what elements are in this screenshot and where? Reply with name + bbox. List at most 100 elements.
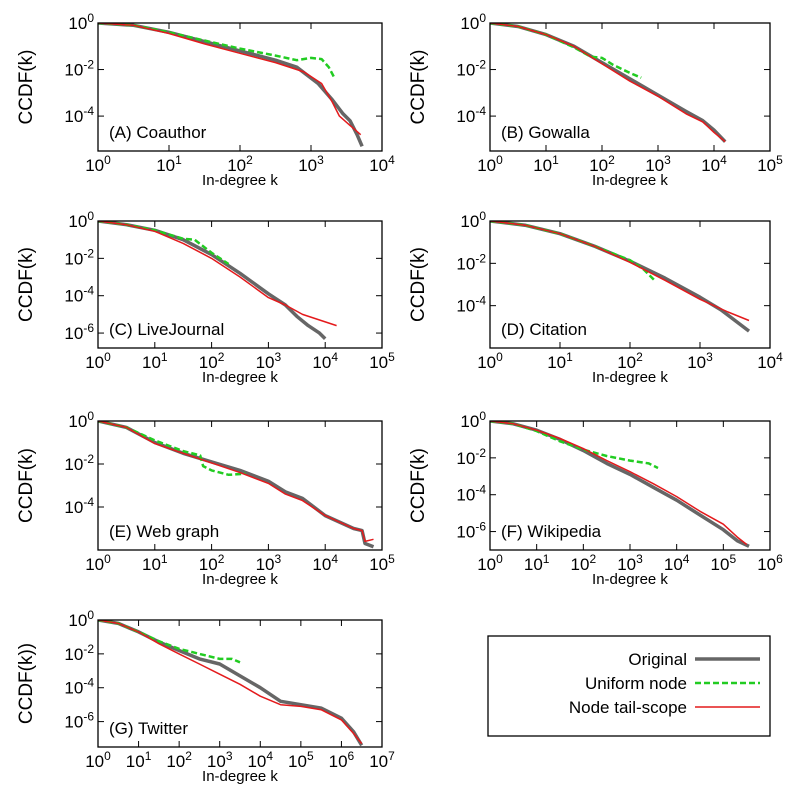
x-tick-label: 104: [312, 552, 338, 574]
series-uniform-e: [98, 421, 246, 477]
y-tick-label: 10-4: [64, 104, 94, 126]
x-tick-label: 100: [85, 153, 111, 175]
x-tick-label: 103: [207, 749, 233, 771]
x-tick-label: 100: [477, 552, 503, 574]
y-axis-label: CCDF(k): [16, 247, 37, 322]
series-tail-f: [490, 421, 748, 546]
panel-f: 100 101 102 103 104 105 106 100 10-2 10-4 10-6 In-d…: [408, 409, 783, 588]
panel-label: (D) Citation: [501, 320, 587, 339]
x-tick-label: 103: [645, 153, 671, 175]
x-tick-label: 103: [298, 153, 324, 175]
x-tick-label: 102: [166, 749, 192, 771]
y-tick-label: 100: [68, 209, 94, 231]
series-uniform-b: [490, 23, 642, 79]
y-tick-label: 100: [460, 209, 486, 231]
x-tick-label: 101: [533, 153, 559, 175]
panel-b: 100 101 102 103 104 105 100 10-2 10-4 In-degree k…: [408, 11, 783, 189]
plot-frame: [97, 420, 383, 551]
x-tick-label: 100: [85, 552, 111, 574]
series-tail-d: [490, 221, 750, 322]
series-uniform-d: [490, 221, 656, 282]
x-axis-label: In-degree k: [592, 571, 668, 588]
panel-label: (E) Web graph: [109, 522, 219, 541]
x-tick-label: 106: [757, 552, 783, 574]
series-tail-e: [98, 421, 374, 543]
x-tick-label: 102: [199, 552, 225, 574]
x-tick-label: 100: [85, 350, 111, 372]
x-tick-label: 102: [227, 153, 253, 175]
series-tail-c: [98, 221, 337, 327]
x-tick-label: 105: [757, 153, 783, 175]
legend-label-uniform: Uniform node: [585, 674, 687, 693]
y-tick-label: 100: [460, 11, 486, 33]
y-tick-label: 100: [68, 409, 94, 431]
y-axis-label: CCDF(k)): [16, 643, 37, 724]
x-tick-label: 105: [711, 552, 737, 574]
panel-g: 100 101 102 103 104 105 106 107 100 10-2 10-4 10-6 I…: [16, 608, 395, 785]
panel-label: (A) Coauthor: [109, 123, 207, 142]
x-tick-label: 104: [312, 350, 338, 372]
x-tick-label: 103: [256, 350, 282, 372]
y-tick-label: 100: [68, 608, 94, 630]
y-tick-label: 10-6: [64, 321, 94, 343]
x-tick-label: 105: [288, 749, 314, 771]
series-original-a: [98, 23, 364, 147]
y-tick-label: 10-2: [64, 246, 94, 268]
y-tick-label: 10-2: [456, 251, 486, 273]
y-tick-label: 100: [68, 11, 94, 33]
y-axis-label: CCDF(k): [408, 448, 429, 523]
panel-c: 100 101 102 103 104 105 100 10-2 10-4 10-6 In-degr…: [16, 209, 395, 386]
x-axis-label: In-degree k: [592, 172, 668, 189]
series-uniform-a: [98, 23, 335, 78]
x-tick-label: 104: [369, 153, 395, 175]
x-tick-label: 101: [142, 350, 168, 372]
panel-e: 100 101 102 103 104 105 100 10-2 10-4 In-degree k…: [16, 409, 395, 588]
series-original-c: [98, 221, 327, 340]
x-tick-label: 105: [369, 552, 395, 574]
x-tick-label: 101: [524, 552, 550, 574]
y-axis-label: CCDF(k): [408, 50, 429, 125]
legend-label-tail: Node tail-scope: [569, 698, 687, 717]
x-tick-label: 101: [126, 749, 152, 771]
y-tick-label: 10-4: [64, 284, 94, 306]
x-tick-label: 102: [617, 350, 643, 372]
x-tick-label: 104: [701, 153, 727, 175]
series-tail-g: [98, 620, 363, 745]
x-tick-label: 103: [256, 552, 282, 574]
y-axis-label: CCDF(k): [16, 50, 37, 125]
plot-frame: [97, 619, 383, 748]
series-original-d: [490, 221, 751, 333]
y-axis-label: CCDF(k): [408, 247, 429, 322]
x-tick-label: 104: [247, 749, 273, 771]
y-axis-label: CCDF(k): [16, 448, 37, 523]
y-tick-label: 10-2: [456, 58, 486, 80]
legend-box: [487, 635, 771, 737]
x-tick-label: 107: [369, 749, 395, 771]
x-tick-label: 102: [199, 350, 225, 372]
x-axis-label: In-degree k: [202, 571, 278, 588]
y-tick-label: 10-2: [64, 642, 94, 664]
x-tick-label: 100: [477, 153, 503, 175]
y-tick-label: 10-6: [456, 520, 486, 542]
series-tail-a: [98, 23, 362, 136]
x-tick-label: 101: [547, 350, 573, 372]
x-axis-label: In-degree k: [202, 768, 278, 785]
x-axis-label: In-degree k: [202, 172, 278, 189]
panels-layer: 100 101 102 103 104 100 10-2 10-4 In-degree k CCD…: [16, 11, 783, 785]
y-tick-label: 10-4: [64, 676, 94, 698]
y-tick-label: 10-4: [456, 483, 486, 505]
x-tick-label: 101: [142, 552, 168, 574]
panel-label: (F) Wikipedia: [501, 522, 602, 541]
y-tick-label: 10-4: [456, 294, 486, 316]
panel-a: 100 101 102 103 104 100 10-2 10-4 In-degree k CCD…: [16, 11, 395, 189]
y-tick-label: 10-6: [64, 710, 94, 732]
y-tick-label: 10-2: [64, 452, 94, 474]
panel-label: (G) Twitter: [109, 719, 188, 738]
y-tick-label: 10-4: [64, 495, 94, 517]
series-tail-b: [490, 23, 726, 143]
x-axis-label: In-degree k: [202, 369, 278, 386]
panel-label: (B) Gowalla: [501, 123, 590, 142]
x-tick-label: 100: [85, 749, 111, 771]
legend-label-original: Original: [628, 650, 687, 669]
